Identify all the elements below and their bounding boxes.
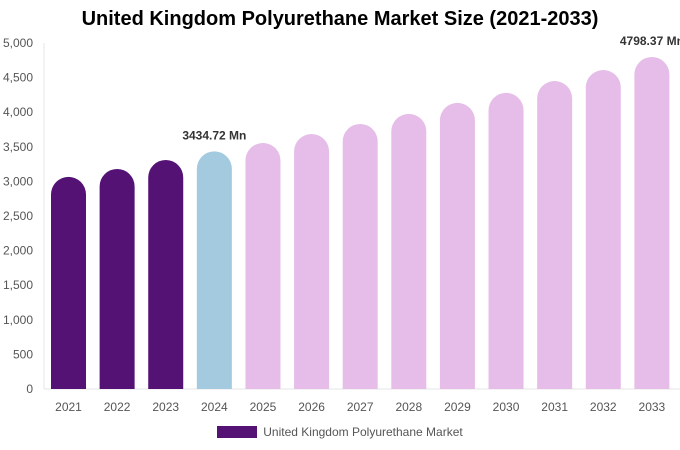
bar-2025 [245, 142, 281, 389]
data-label: 3434.72 Mn [182, 128, 246, 142]
x-tick-label: 2032 [590, 400, 617, 414]
x-tick-label: 2027 [347, 400, 374, 414]
y-tick-label: 4,500 [3, 71, 33, 85]
x-tick-label: 2030 [493, 400, 520, 414]
bar-2021 [51, 176, 86, 389]
bar-2031 [537, 81, 573, 389]
bar-2030 [488, 92, 524, 389]
y-tick-label: 2,500 [3, 209, 33, 223]
bar-2024 [196, 151, 232, 389]
y-tick-label: 2,000 [3, 244, 33, 258]
y-tick-label: 1,000 [3, 313, 33, 327]
x-tick-label: 2031 [541, 400, 568, 414]
legend[interactable]: United Kingdom Polyurethane Market [0, 425, 680, 439]
x-tick-label: 2024 [201, 400, 228, 414]
y-tick-label: 5,000 [3, 36, 33, 50]
y-tick-label: 3,500 [3, 140, 33, 154]
x-tick-label: 2025 [250, 400, 277, 414]
x-tick-label: 2022 [104, 400, 131, 414]
y-tick-label: 1,500 [3, 278, 33, 292]
x-tick-label: 2033 [639, 400, 666, 414]
chart-title: United Kingdom Polyurethane Market Size … [81, 8, 599, 30]
bar-2029 [439, 102, 475, 389]
y-tick-label: 4,000 [3, 105, 33, 119]
y-tick-label: 0 [26, 382, 33, 396]
bar-2032 [585, 69, 621, 389]
bar-2028 [391, 113, 427, 389]
y-tick-label: 3,000 [3, 174, 33, 188]
x-tick-label: 2028 [395, 400, 422, 414]
legend-label: United Kingdom Polyurethane Market [263, 425, 463, 439]
legend-swatch [217, 426, 258, 438]
bar-2027 [342, 123, 378, 390]
bar-2026 [294, 133, 330, 389]
bar-2022 [99, 168, 135, 389]
x-tick-label: 2026 [298, 400, 325, 414]
data-label: 4798.37 Mn [620, 34, 680, 48]
x-tick-label: 2023 [152, 400, 179, 414]
bar-2023 [148, 159, 184, 389]
bar-2033 [634, 56, 670, 390]
x-tick-label: 2029 [444, 400, 471, 414]
y-tick-label: 500 [13, 347, 33, 361]
x-tick-label: 2021 [55, 400, 82, 414]
